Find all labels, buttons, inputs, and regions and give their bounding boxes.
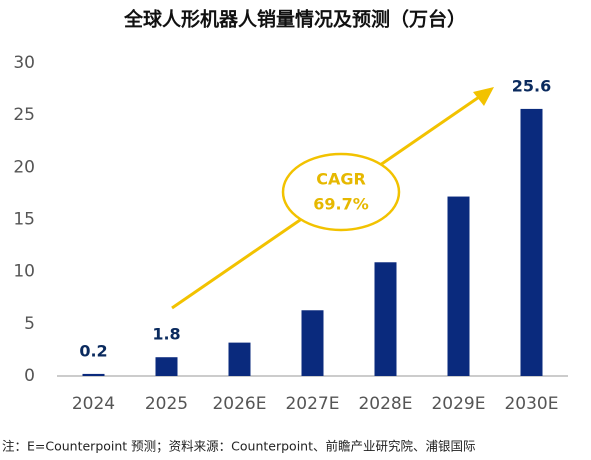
y-tick-label: 25: [13, 105, 35, 125]
x-tick-label: 2029E: [431, 394, 485, 414]
y-tick-label: 5: [24, 314, 35, 334]
footnote: 注：E=Counterpoint 预测；资料来源：Counterpoint、前瞻…: [2, 439, 476, 454]
bar: [228, 342, 251, 376]
annotation: 69.7%: [313, 195, 369, 214]
value-label: 0.2: [79, 341, 107, 360]
y-tick-label: 0: [24, 366, 35, 386]
x-tick-label: 2025: [145, 394, 188, 414]
bar: [374, 262, 397, 376]
x-tick-label: 2030E: [504, 394, 558, 414]
bar: [447, 196, 470, 376]
x-tick-label: 2024: [72, 394, 115, 414]
y-tick-label: 15: [13, 210, 35, 230]
y-tick-label: 10: [13, 262, 35, 282]
annotation: CAGR: [316, 170, 366, 189]
cagr-ellipse: [281, 152, 401, 232]
y-tick-label: 20: [13, 157, 35, 177]
bar: [520, 108, 543, 376]
value-label: 1.8: [152, 325, 180, 344]
chart-title: 全球人形机器人销量情况及预测（万台）: [123, 8, 466, 31]
bar: [301, 310, 324, 376]
y-tick-label: 30: [13, 53, 35, 73]
x-tick-label: 2026E: [212, 394, 266, 414]
x-tick-label: 2027E: [285, 394, 339, 414]
bar: [82, 373, 105, 376]
bar: [155, 357, 178, 376]
value-label: 25.6: [512, 76, 551, 95]
x-tick-label: 2028E: [358, 394, 412, 414]
arrow-head: [473, 87, 494, 106]
